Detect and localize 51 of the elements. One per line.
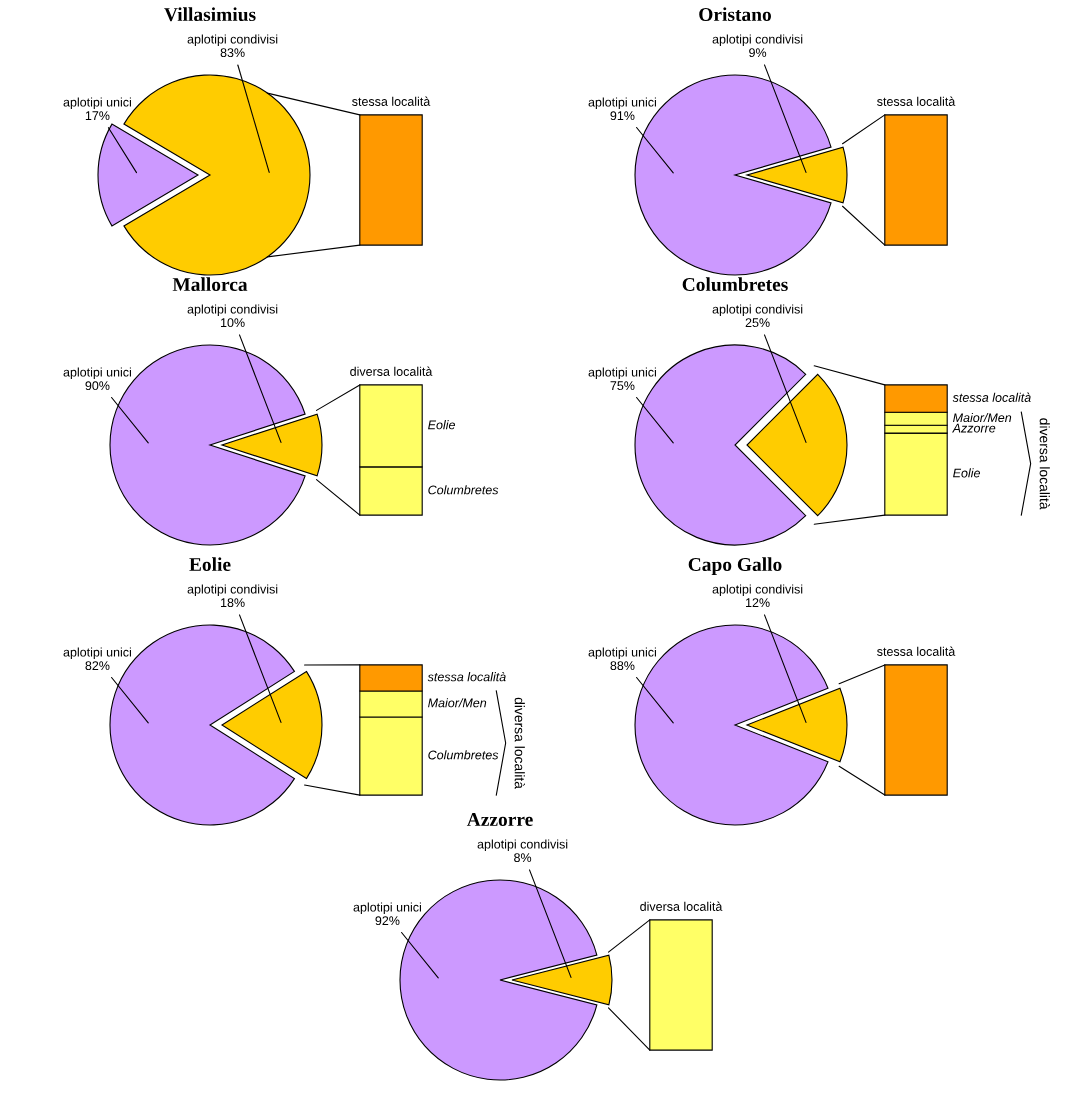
chart-title: Columbretes (682, 277, 788, 292)
chart-title: Eolie (189, 557, 231, 572)
data-label: 25% (745, 318, 770, 328)
slice-label: aplotipi condivisi (187, 584, 278, 597)
slice-label: aplotipi unici (63, 97, 131, 110)
slice-label: aplotipi unici (588, 647, 656, 660)
slice-label: aplotipi condivisi (477, 839, 568, 852)
series-label: Columbretes (428, 485, 499, 495)
series-label: Columbretes (428, 750, 499, 760)
series-label: Azzorre (952, 423, 996, 433)
text: diversa località (514, 697, 526, 789)
data-label: 90% (85, 381, 110, 391)
text: stessa località (877, 646, 956, 656)
data-label: 12% (746, 598, 770, 608)
data-label: 92% (375, 916, 400, 926)
data-label: 88% (610, 661, 635, 671)
series-label: Maior/Men (428, 698, 487, 708)
slice-label: aplotipi unici (353, 902, 421, 915)
slice-label: aplotipi unici (63, 647, 131, 660)
series-label: Eolie (428, 420, 455, 430)
text: stessa località (877, 96, 956, 106)
slice-label: aplotipi condivisi (712, 304, 803, 317)
data-label: 75% (610, 381, 635, 391)
data-label: 8% (514, 853, 532, 863)
data-label: 9% (749, 48, 767, 58)
data-label: 17% (85, 111, 110, 121)
text: diversa località (640, 901, 723, 911)
chart-title: Oristano (699, 7, 771, 22)
slice-label: aplotipi unici (588, 97, 656, 110)
chart-title: Azzorre (466, 813, 533, 827)
data-label: 18% (221, 598, 245, 608)
text: diversa località (1039, 418, 1051, 510)
chart-title: diversa località (350, 366, 433, 376)
slice-label: aplotipi condivisi (712, 34, 803, 47)
slice-label: aplotipi condivisi (187, 304, 278, 317)
chart-title: Mallorca (172, 277, 248, 292)
series-label: Eolie (953, 468, 980, 478)
text: stessa località (352, 96, 431, 106)
data-label: 91% (610, 111, 635, 121)
series-label: Maior/Men (953, 412, 1012, 423)
series-label: stessa località (427, 671, 506, 682)
data-label: 10% (221, 318, 245, 328)
slice-label: aplotipi unici (588, 367, 656, 380)
chart-title: Capo Gallo (688, 557, 782, 575)
chart-title: Villasimius (164, 7, 256, 22)
series-label: stessa località (952, 392, 1031, 402)
slice-label: aplotipi condivisi (187, 34, 278, 47)
data-label: 82% (85, 661, 110, 671)
slice-label: aplotipi condivisi (712, 584, 803, 597)
slice-label: aplotipi unici (63, 367, 131, 380)
data-label: 83% (220, 48, 245, 58)
